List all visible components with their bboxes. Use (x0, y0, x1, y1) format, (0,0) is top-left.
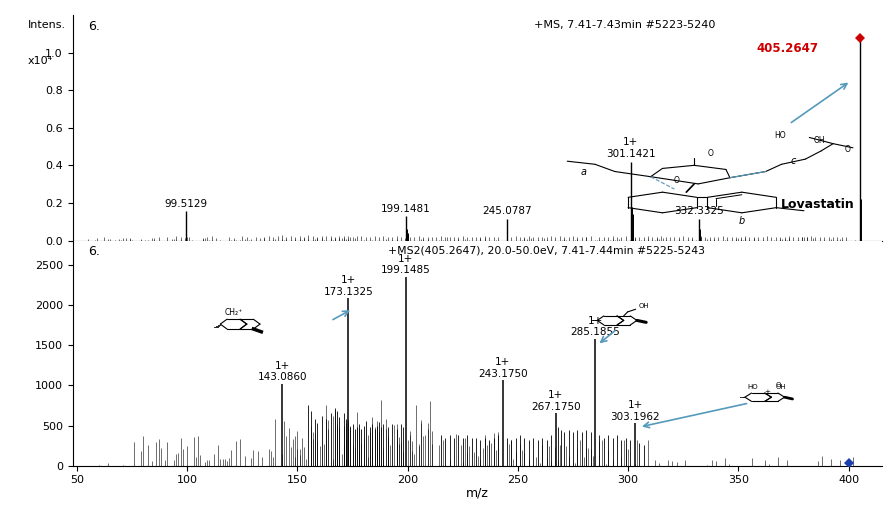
Text: OH: OH (638, 303, 649, 309)
Text: b: b (739, 216, 745, 226)
Text: +MS, 7.41-7.43min #5223-5240: +MS, 7.41-7.43min #5223-5240 (533, 20, 715, 30)
Text: OH: OH (775, 384, 786, 390)
Text: 405.2647: 405.2647 (756, 42, 818, 55)
Text: 1+
243.1750: 1+ 243.1750 (478, 357, 528, 379)
Text: 1+
143.0860: 1+ 143.0860 (258, 361, 307, 382)
Text: 1+
301.1421: 1+ 301.1421 (606, 137, 656, 159)
Text: 6.: 6. (88, 20, 100, 33)
Text: 1+
199.1485: 1+ 199.1485 (381, 253, 431, 275)
Text: 332.3325: 332.3325 (674, 207, 724, 216)
Text: 1+
267.1750: 1+ 267.1750 (531, 390, 580, 412)
Text: x10⁴: x10⁴ (28, 56, 53, 66)
Text: O: O (708, 149, 714, 158)
Text: +: + (765, 389, 770, 395)
Text: Lovastatin: Lovastatin (781, 198, 854, 211)
Text: 1+
303.1962: 1+ 303.1962 (610, 400, 660, 421)
Text: CH₂⁺: CH₂⁺ (224, 308, 243, 317)
Text: HO: HO (773, 131, 786, 140)
Text: Intens.: Intens. (28, 20, 66, 30)
Text: O: O (673, 176, 680, 185)
Text: +MS2(405.2647), 20.0-50.0eV, 7.41-7.44min #5225-5243: +MS2(405.2647), 20.0-50.0eV, 7.41-7.44mi… (388, 245, 705, 255)
Text: 99.5129: 99.5129 (165, 199, 207, 209)
Text: OH: OH (813, 136, 825, 145)
Text: 6.: 6. (88, 245, 100, 258)
Text: O: O (845, 146, 851, 154)
Text: a: a (580, 166, 587, 177)
X-axis label: m/z: m/z (466, 487, 488, 500)
Text: c: c (790, 156, 797, 166)
Text: 245.0787: 245.0787 (482, 207, 532, 216)
Text: 199.1481: 199.1481 (381, 204, 431, 214)
Text: 1+
285.1855: 1+ 285.1855 (571, 316, 620, 337)
Text: HO: HO (748, 384, 758, 390)
Text: 1+
173.1325: 1+ 173.1325 (323, 275, 373, 297)
Text: O: O (775, 382, 781, 388)
